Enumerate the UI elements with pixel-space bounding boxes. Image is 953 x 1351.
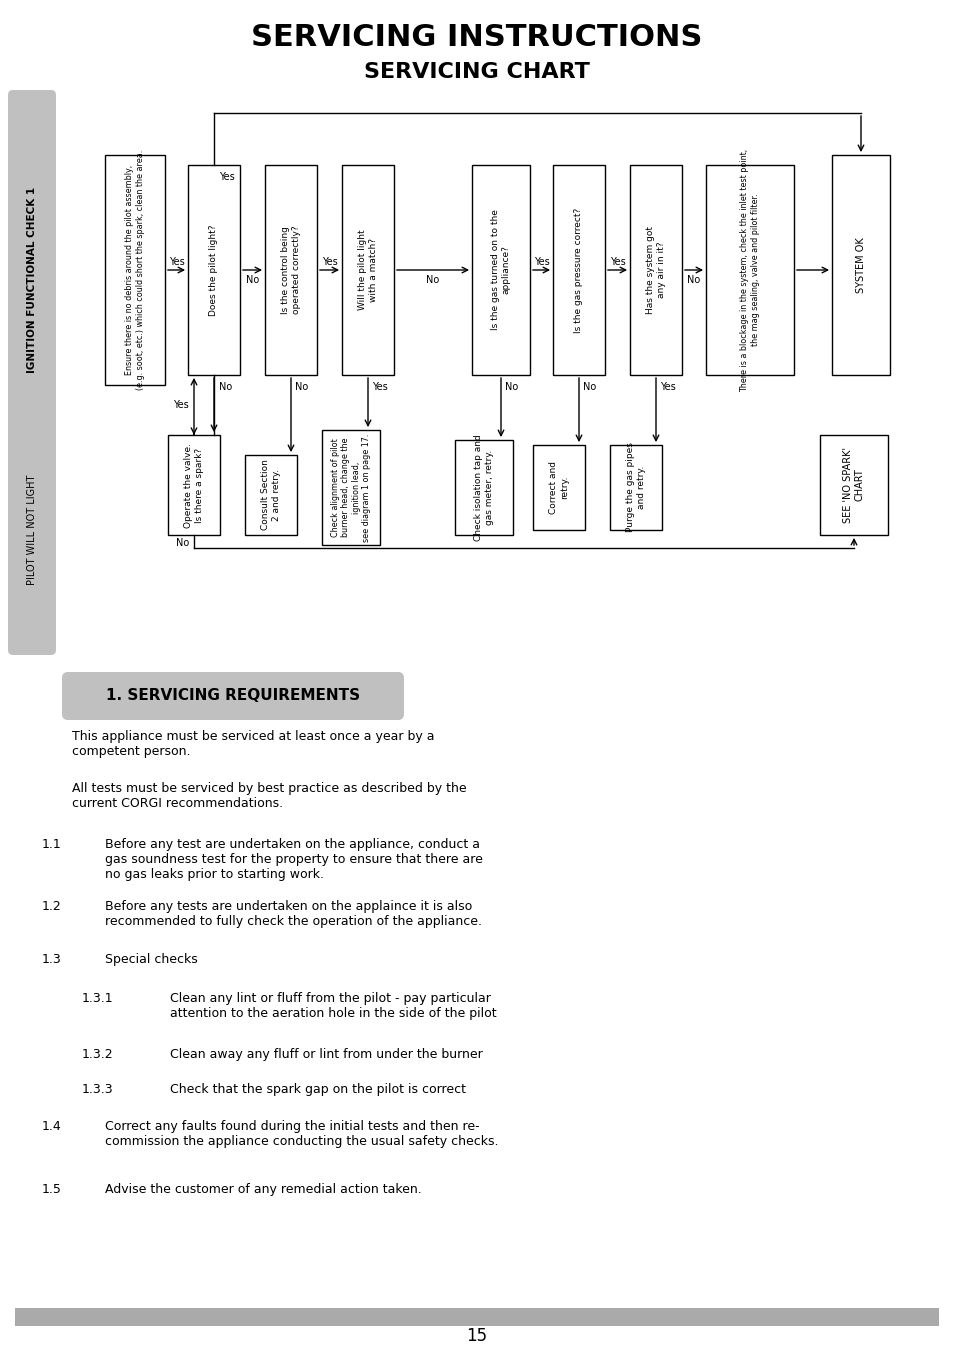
Text: Yes: Yes [372, 382, 387, 392]
Text: Ensure there is no debris around the pilot assembly,
(e.g. soot, etc.) which cou: Ensure there is no debris around the pil… [125, 150, 145, 390]
Bar [533, 444, 584, 530]
Bar [553, 165, 604, 376]
Text: 1. SERVICING REQUIREMENTS: 1. SERVICING REQUIREMENTS [106, 689, 359, 704]
Text: Yes: Yes [533, 257, 549, 267]
Text: Has the system got
any air in it?: Has the system got any air in it? [645, 226, 665, 313]
Bar [245, 455, 296, 535]
Bar [265, 165, 316, 376]
Text: 1.3.1: 1.3.1 [82, 992, 113, 1005]
Text: No: No [426, 276, 439, 285]
Text: SERVICING CHART: SERVICING CHART [364, 62, 589, 82]
Text: 1.3: 1.3 [42, 952, 62, 966]
Text: There is a blockage in the system, check the inlet test point,
the mag sealing, : There is a blockage in the system, check… [740, 149, 759, 392]
Text: 1.5: 1.5 [42, 1183, 62, 1196]
Text: Consult Section
2 and retry.: Consult Section 2 and retry. [261, 459, 280, 531]
Text: No: No [175, 538, 189, 549]
Text: Correct and
retry.: Correct and retry. [549, 461, 568, 513]
Bar [609, 444, 661, 530]
Text: Clean away any fluff or lint from under the burner: Clean away any fluff or lint from under … [170, 1048, 482, 1061]
Bar [168, 435, 220, 535]
Text: 1.1: 1.1 [42, 838, 62, 851]
Text: SERVICING INSTRUCTIONS: SERVICING INSTRUCTIONS [251, 23, 702, 53]
Text: Before any test are undertaken on the appliance, conduct a
gas soundness test fo: Before any test are undertaken on the ap… [105, 838, 482, 881]
Text: Yes: Yes [219, 172, 234, 182]
Bar [472, 165, 530, 376]
Text: Yes: Yes [321, 257, 337, 267]
Text: Operate the valve.
Is there a spark?: Operate the valve. Is there a spark? [184, 443, 204, 527]
Text: Yes: Yes [609, 257, 625, 267]
Text: Will the pilot light
with a match?: Will the pilot light with a match? [358, 230, 377, 311]
Text: Advise the customer of any remedial action taken.: Advise the customer of any remedial acti… [105, 1183, 421, 1196]
Text: IGNITION FUNCTIONAL CHECK 1: IGNITION FUNCTIONAL CHECK 1 [27, 186, 37, 373]
Text: This appliance must be serviced at least once a year by a
competent person.: This appliance must be serviced at least… [71, 730, 434, 758]
Text: Special checks: Special checks [105, 952, 197, 966]
Text: 1.4: 1.4 [42, 1120, 62, 1133]
Bar [831, 155, 889, 376]
Bar [15, 1308, 938, 1325]
Text: 15: 15 [466, 1327, 487, 1346]
Bar [188, 165, 240, 376]
Text: Yes: Yes [659, 382, 675, 392]
Bar [629, 165, 681, 376]
Text: SEE 'NO SPARK'
CHART: SEE 'NO SPARK' CHART [842, 447, 863, 523]
Text: Purge the gas pipes
and retry.: Purge the gas pipes and retry. [625, 443, 645, 532]
Text: 1.3.3: 1.3.3 [82, 1084, 113, 1096]
FancyBboxPatch shape [62, 671, 403, 720]
Text: Before any tests are undertaken on the applaince it is also
recommended to fully: Before any tests are undertaken on the a… [105, 900, 481, 928]
Text: No: No [504, 382, 517, 392]
FancyBboxPatch shape [8, 91, 56, 655]
Text: Check that the spark gap on the pilot is correct: Check that the spark gap on the pilot is… [170, 1084, 465, 1096]
Text: No: No [687, 276, 700, 285]
Text: 1.2: 1.2 [42, 900, 62, 913]
Bar [455, 440, 513, 535]
Text: Check isolation tap and
gas meter, retry.: Check isolation tap and gas meter, retry… [474, 434, 494, 540]
Text: Check alignment of pilot
burner head, change the
ignition lead,
see diagram 1 on: Check alignment of pilot burner head, ch… [331, 434, 371, 542]
Text: Yes: Yes [169, 257, 184, 267]
Text: Is the control being
operated correctly?: Is the control being operated correctly? [281, 226, 300, 315]
Text: No: No [219, 382, 232, 392]
Text: All tests must be serviced by best practice as described by the
current CORGI re: All tests must be serviced by best pract… [71, 782, 466, 811]
Text: No: No [246, 276, 259, 285]
Text: Yes: Yes [173, 400, 189, 409]
Text: Is the gas pressure correct?: Is the gas pressure correct? [574, 207, 583, 332]
Text: Is the gas turned on to the
appliance?: Is the gas turned on to the appliance? [491, 209, 510, 331]
Bar [341, 165, 394, 376]
Text: No: No [582, 382, 596, 392]
Text: PILOT WILL NOT LIGHT: PILOT WILL NOT LIGHT [27, 474, 37, 585]
Bar [705, 165, 793, 376]
Bar [105, 155, 165, 385]
Text: Clean any lint or fluff from the pilot - pay particular
attention to the aeratio: Clean any lint or fluff from the pilot -… [170, 992, 497, 1020]
Text: Does the pilot light?: Does the pilot light? [210, 224, 218, 316]
Text: SYSTEM OK: SYSTEM OK [855, 238, 865, 293]
Bar [820, 435, 887, 535]
Text: 1.3.2: 1.3.2 [82, 1048, 113, 1061]
Text: Correct any faults found during the initial tests and then re-
commission the ap: Correct any faults found during the init… [105, 1120, 498, 1148]
Bar [322, 430, 379, 544]
Text: No: No [294, 382, 308, 392]
